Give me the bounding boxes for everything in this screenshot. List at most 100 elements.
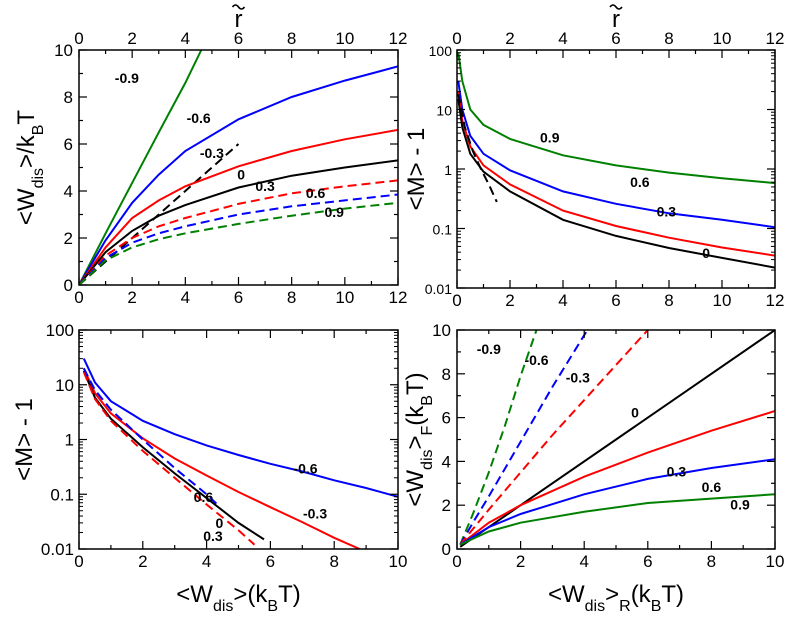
x-tick-label: 0 [74, 288, 83, 307]
y-tick-label: 8 [442, 365, 451, 384]
curve-label: 0 [237, 166, 245, 182]
x-tick-label: 0 [452, 291, 461, 310]
x-tick-label-top: 2 [505, 29, 514, 48]
x-tick-label-top: 4 [558, 29, 567, 48]
series-line-0 [79, 159, 398, 285]
curve-label: 0.3 [203, 528, 223, 544]
series-line-0.9 [457, 52, 775, 185]
curve-label: -0.9 [477, 341, 501, 357]
x-tick-label: 8 [329, 552, 338, 571]
curve-label: -0.6 [524, 352, 548, 368]
y-tick-label: 10 [436, 103, 452, 119]
y-tick-label: 100 [429, 43, 453, 59]
plot-frame [456, 49, 776, 289]
x-tick-label-top: 12 [389, 29, 408, 48]
curve-label: 0 [702, 245, 710, 261]
curve-label: 0.9 [730, 497, 750, 513]
plot-area-b [457, 52, 775, 269]
x-axis-title: <Wdis>(kBT) [176, 581, 300, 615]
x-tick-label: 10 [766, 552, 785, 571]
series-line-0.9 [459, 493, 775, 546]
y-tick-label: 0 [442, 540, 451, 559]
panel-a: 0022446688101012120246810-0.9-0.6-0.300.… [13, 4, 408, 307]
series-line-0.3 [459, 410, 775, 546]
series-line--0.3 [79, 128, 398, 285]
series-line-0.6 [457, 80, 775, 229]
panel-b: 0 0 2 2 4 4 6 6 8 8 10 10 12 12 0.01 0.1 1 10 100 0.9 0.6 0.3… [403, 4, 785, 310]
x-tick-label-top: 0 [452, 29, 461, 48]
y-tick-label: 10 [54, 41, 73, 60]
y-tick-label: 0.01 [41, 540, 74, 559]
x-tick-label-top: 12 [766, 29, 785, 48]
plot-area-a [79, 50, 398, 285]
plot-frame [78, 329, 399, 550]
y-tick-label: 2 [442, 496, 451, 515]
y-axis-title: <M> - 1 [11, 398, 38, 481]
y-axis-title: <Wdis>F(kBT) [402, 372, 436, 506]
y-tick-label: 4 [442, 452, 451, 471]
curve-label: 0.6 [702, 479, 722, 495]
y-tick-label: 0.1 [50, 485, 74, 504]
x-tick-label-top: 8 [287, 29, 296, 48]
y-tick-label: 0.01 [425, 281, 452, 297]
series-line-0 [457, 98, 775, 269]
y-tick-label: 1 [65, 431, 74, 450]
y-tick-label: 2 [64, 229, 73, 248]
y-tick-label: 0 [64, 276, 73, 295]
series-line-0.6 [459, 458, 775, 546]
y-axis-title: <M> - 1 [403, 128, 430, 211]
x-tick-label: 0 [452, 552, 461, 571]
x-tick-label: 4 [558, 291, 567, 310]
x-tick-label: 6 [266, 552, 275, 571]
curve-label: 0.3 [255, 178, 275, 194]
curve-label: 0.3 [667, 464, 687, 480]
x-tick-label: 2 [127, 288, 136, 307]
y-tick-label: 6 [64, 135, 73, 154]
series-line-limit [457, 94, 498, 203]
series-line-0.3 [82, 371, 256, 546]
x-tick-label: 2 [138, 552, 147, 571]
curve-label: 0.9 [540, 129, 560, 145]
series-line-0.3 [457, 91, 775, 257]
series-line-0.9 [79, 201, 398, 285]
curve-label: 0 [215, 515, 223, 531]
x-tick-label-top: 10 [713, 29, 732, 48]
series-line--0.3 [82, 367, 361, 549]
x-tick-label-top: 0 [74, 29, 83, 48]
curve-label: -0.3 [566, 370, 590, 386]
x-tick-label: 0 [74, 552, 83, 571]
series-line--0.3 [459, 330, 649, 546]
curve-label: -0.3 [200, 145, 224, 161]
x-tick-label-top: 10 [335, 29, 354, 48]
curve-label: 0 [631, 405, 639, 421]
x-tick-label: 2 [505, 291, 514, 310]
curve-label: -0.9 [115, 70, 139, 86]
x-tick-label: 6 [643, 552, 652, 571]
x-tick-label: 6 [611, 291, 620, 310]
y-tick-label: 0.1 [433, 222, 453, 238]
y-tick-label: 4 [64, 182, 73, 201]
plot-area-d [459, 330, 775, 548]
plot-area-c [82, 358, 398, 549]
x-tick-label-top: 6 [611, 29, 620, 48]
x-tick-label: 4 [181, 288, 190, 307]
series-line--0.9 [79, 50, 203, 285]
series-line--0.6 [79, 65, 398, 285]
curve-label: 0.6 [630, 174, 650, 190]
series-line--0.9 [459, 330, 538, 545]
curve-label: -0.6 [187, 110, 211, 126]
x-tick-label: 8 [664, 291, 673, 310]
x-tick-label: 12 [389, 288, 408, 307]
series-line--0.6 [459, 330, 589, 546]
x-tick-label: 10 [713, 291, 732, 310]
tilde-accent [609, 4, 623, 10]
tilde-accent [231, 4, 246, 10]
x-tick-label: 8 [287, 288, 296, 307]
y-tick-label: 100 [46, 321, 74, 340]
series-line-0.3 [79, 179, 398, 285]
x-tick-label-top: 4 [181, 29, 190, 48]
curve-label: -0.3 [303, 506, 327, 522]
x-axis-title-top: r [612, 6, 620, 33]
